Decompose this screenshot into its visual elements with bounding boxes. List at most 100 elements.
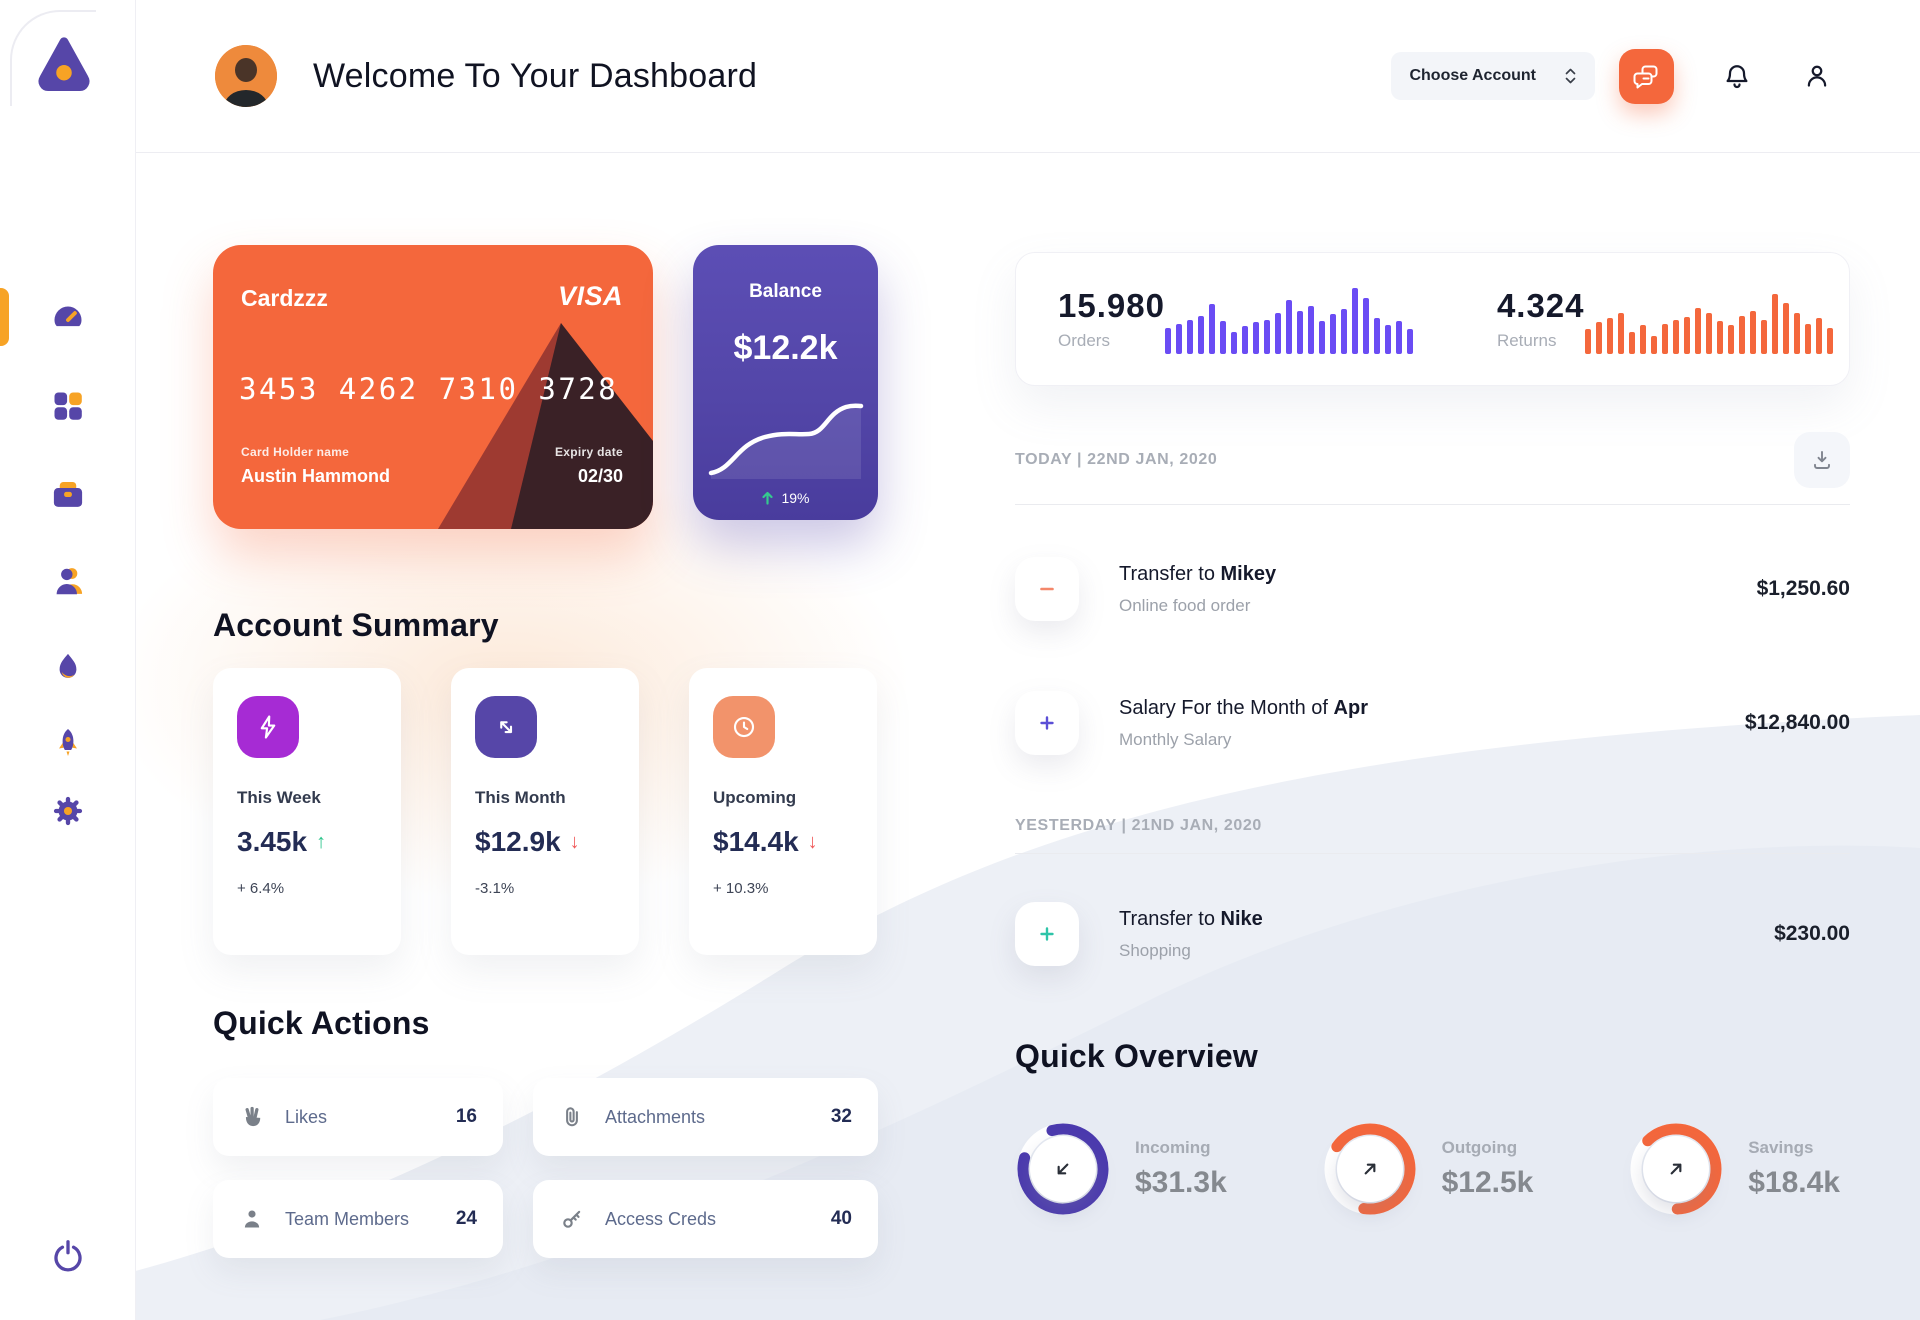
plus-icon — [1015, 902, 1079, 966]
notifications-button[interactable] — [1720, 59, 1754, 93]
minus-icon — [1015, 557, 1079, 621]
trend-arrow: ↓ — [569, 830, 580, 853]
bar — [1661, 324, 1668, 354]
user-avatar[interactable] — [215, 45, 277, 107]
quick-action-team-members[interactable]: Team Members 24 — [213, 1180, 503, 1258]
transaction-subtitle: Shopping — [1119, 940, 1191, 960]
bar — [1175, 324, 1182, 354]
overview-value: $12.5k — [1441, 1166, 1534, 1199]
sidebar-item-members user-icon[interactable] — [50, 563, 86, 599]
bar — [1252, 322, 1259, 354]
balance-change-value: 19% — [781, 490, 810, 506]
card-holder-label: Card Holder name — [241, 445, 350, 459]
transaction-info: Transfer to Nike Shopping — [1119, 908, 1263, 961]
bar — [1395, 321, 1402, 354]
clock-icon — [713, 696, 775, 758]
summary-label: This Week — [237, 788, 321, 807]
summary-card-upcoming: Upcoming $14.4k ↓ + 10.3% — [689, 668, 877, 955]
overview-value: $18.4k — [1748, 1166, 1840, 1199]
summary-delta: + 10.3% — [713, 880, 769, 897]
account-summary-heading: Account Summary — [213, 607, 499, 643]
bar — [1197, 316, 1204, 354]
account-selector[interactable]: Choose Account — [1391, 52, 1595, 100]
user-outline-icon — [1807, 65, 1827, 87]
bar — [1815, 318, 1822, 354]
returns-label: Returns — [1496, 331, 1557, 350]
quick-actions-heading: Quick Actions — [213, 1005, 430, 1041]
summary-label: This Month — [475, 788, 566, 807]
sidebar-item-trending flame-icon[interactable] — [50, 650, 86, 686]
quick-action-likes[interactable]: Likes 16 — [213, 1078, 503, 1156]
card-number: 3453 4262 7310 3728 — [239, 372, 619, 406]
returns-stat: 4.324 Returns — [1455, 284, 1875, 354]
quick-action-count: 16 — [455, 1106, 477, 1127]
card-expiry-label: Expiry date — [555, 445, 623, 459]
summary-label: Upcoming — [713, 788, 797, 807]
sidebar-item-portfolio briefcase-icon[interactable] — [50, 476, 86, 512]
bar — [1683, 317, 1690, 354]
trend-arrow: ↓ — [807, 830, 818, 853]
arrow-up-right-icon — [1643, 1136, 1710, 1202]
orders-returns-card: 15.980 Orders 4.324 Returns — [1015, 252, 1850, 386]
download-button[interactable] — [1794, 432, 1850, 488]
sidebar-item-apps grid-icon[interactable] — [50, 388, 86, 424]
credit-card[interactable]: Cardzzz VISA 3453 4262 7310 3728 Card Ho… — [213, 245, 653, 529]
messages-button[interactable] — [1619, 48, 1674, 104]
bar — [1208, 304, 1215, 354]
sidebar-logout power-icon[interactable] — [50, 1237, 86, 1273]
card-name: Cardzzz — [241, 285, 328, 311]
paperclip-icon — [566, 1107, 578, 1127]
quick-action-access-creds[interactable]: Access Creds 40 — [533, 1180, 878, 1258]
returns-mini-bar-chart — [1584, 284, 1833, 354]
bar — [1727, 325, 1734, 354]
card-holder-name: Austin Hammond — [241, 466, 391, 486]
bar — [1694, 308, 1701, 354]
balance-change: 19% — [693, 490, 878, 506]
transaction-title: Salary For the Month of Apr — [1119, 696, 1368, 719]
bell-icon — [1726, 65, 1748, 89]
bar — [1318, 321, 1325, 354]
arrow-down-left-icon — [1030, 1136, 1096, 1202]
bar — [1628, 332, 1635, 354]
quick-action-attachments[interactable]: Attachments 32 — [533, 1078, 878, 1156]
date-label: TODAY | 22ND JAN, 2020 — [1015, 451, 1218, 468]
swap-arrows-icon — [475, 696, 537, 758]
avatar-photo — [215, 45, 277, 107]
transaction-row-salary[interactable]: Salary For the Month of Apr Monthly Sala… — [1015, 691, 1850, 755]
bar — [1340, 309, 1347, 354]
bar — [1230, 332, 1237, 354]
transaction-row-mikey[interactable]: Transfer to Mikey Online food order $1,2… — [1015, 557, 1850, 621]
bar — [1406, 329, 1413, 354]
sidebar-item-dashboard speedometer-icon[interactable] — [50, 299, 86, 335]
quick-overview-row: Incoming $31.3k Ou — [1015, 1121, 1850, 1217]
profile-button[interactable] — [1800, 59, 1834, 93]
header: Welcome To Your Dashboard Choose Account — [136, 0, 1920, 153]
quick-action-count: 32 — [830, 1106, 852, 1127]
bar — [1263, 320, 1270, 354]
divider — [1015, 853, 1850, 854]
bar — [1826, 328, 1833, 354]
sidebar-item-launch rocket-icon[interactable] — [50, 726, 86, 762]
transaction-row-nike[interactable]: Transfer to Nike Shopping $230.00 — [1015, 902, 1850, 966]
balance-title: Balance — [749, 281, 822, 302]
plus-icon — [1015, 691, 1079, 755]
quick-action-count: 24 — [455, 1208, 477, 1229]
bar — [1749, 311, 1756, 354]
balance-card[interactable]: Balance $12.2k 19% — [693, 245, 878, 520]
bar — [1771, 294, 1778, 354]
date-label: YESTERDAY | 21ND JAN, 2020 — [1015, 817, 1262, 834]
today-section-header: TODAY | 22ND JAN, 2020 — [1015, 432, 1850, 488]
outgoing-ring-chart — [1322, 1121, 1418, 1217]
bar — [1705, 313, 1712, 354]
bar — [1329, 314, 1336, 354]
arrow-up-icon — [762, 491, 774, 505]
bar — [1307, 306, 1314, 354]
key-icon — [563, 1210, 581, 1228]
returns-value: 4.324 — [1496, 287, 1585, 324]
download-icon — [1814, 451, 1830, 469]
sidebar-item-settings gear-icon[interactable] — [50, 793, 86, 829]
balance-sparkline — [708, 403, 864, 479]
overview-label: Savings — [1748, 1138, 1814, 1157]
summary-card-this-week: This Week 3.45k ↑ + 6.4% — [213, 668, 401, 955]
